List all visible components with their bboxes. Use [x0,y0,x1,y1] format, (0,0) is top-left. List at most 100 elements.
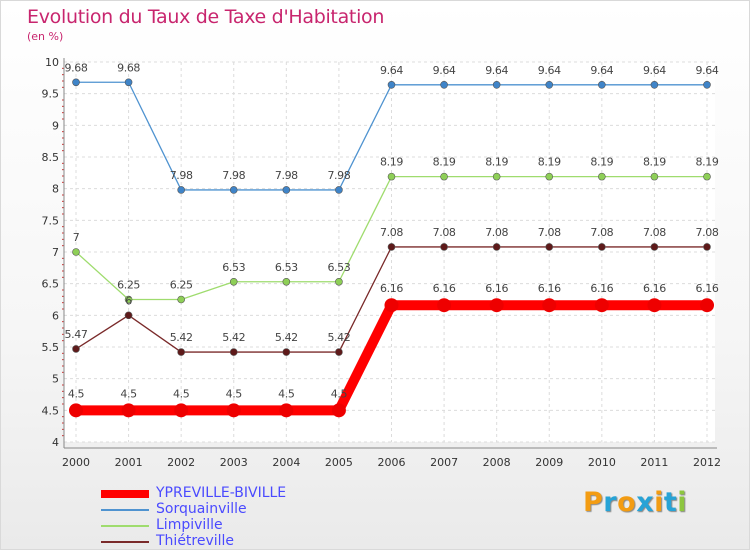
x-tick-label: 2009 [535,456,563,469]
series-thi-treville: 5.47 6 5.42 5.42 5.42 5.42 7.08 7.08 7.08 7.08 7.0… [65,226,719,356]
legend-swatch [101,541,149,543]
data-label: 4.5 [173,387,190,400]
data-point [282,277,291,286]
data-point [387,172,396,181]
x-tick-label: 2010 [588,456,616,469]
data-label: 7.98 [222,169,245,182]
data-point [492,172,501,181]
data-point [650,172,659,181]
data-label: 6.16 [433,282,456,295]
legend-label: Thiétreville [156,533,235,549]
data-point [282,186,291,194]
data-label: 7.08 [380,226,403,239]
data-point [647,298,662,313]
data-label: 6 [125,294,132,307]
data-point [492,243,501,251]
data-label: 9.64 [643,64,666,77]
data-label: 7.98 [327,169,350,182]
data-point [124,295,133,304]
data-label: 9.64 [485,64,508,77]
proxiti-logo: Proxiti [583,487,687,518]
data-point [700,298,714,313]
data-label: 4.5 [68,387,85,400]
chart-subtitle: (en %) [27,30,64,43]
data-label: 7.08 [643,226,666,239]
data-point [387,81,396,89]
data-label: 8.19 [696,156,719,169]
data-label: 4.5 [120,387,137,400]
data-label: 6.16 [485,282,508,295]
data-point [703,172,711,181]
data-point [282,348,291,356]
data-label: 5.42 [222,331,245,344]
data-label: 6.53 [275,261,298,274]
legend-item: Thiétreville [101,533,301,550]
data-point [279,403,294,418]
data-point [542,298,557,313]
x-tick-label: 2004 [272,456,300,469]
y-tick-label: 4.5 [42,404,60,417]
logo-letter: P [583,487,604,518]
logo-letter: t [663,487,678,518]
logo-letter: o [617,487,637,518]
data-label: 7.08 [696,226,719,239]
y-tick-label: 8.5 [42,151,60,164]
series-ypreville-biville: 4.5 4.5 4.5 4.5 4.5 4.5 6.16 6.16 6.16 6.16 6.16 6.… [68,282,719,418]
data-label: 9.64 [380,64,403,77]
data-point [69,403,83,418]
legend-label: Limpiville [156,517,223,533]
data-point [177,295,185,304]
data-label: 6.16 [643,282,666,295]
data-label: 4.5 [226,387,243,400]
y-tick-label: 6.5 [42,278,60,291]
legend-item: Sorquainville [101,501,301,518]
data-label: 9.64 [538,64,561,77]
legend-swatch [101,490,149,498]
x-tick-label: 2001 [115,456,143,469]
data-label: 8.19 [433,156,456,169]
data-label: 8.19 [643,156,666,169]
x-tick-label: 2003 [220,456,248,469]
y-tick-label: 8 [52,183,59,196]
data-point [440,243,448,251]
y-tick-label: 6 [52,309,59,322]
data-label: 7.98 [170,169,193,182]
data-label: 8.19 [380,156,403,169]
x-tick-label: 2007 [430,456,458,469]
data-label: 4.5 [331,387,348,400]
data-point [650,81,659,89]
data-label: 8.19 [590,156,613,169]
data-label: 7 [73,231,80,244]
data-label: 6.53 [222,261,245,274]
x-tick-label: 2005 [325,456,353,469]
data-point [331,403,346,418]
data-label: 5.42 [327,331,350,344]
data-point [545,243,554,251]
data-label: 7.08 [485,226,508,239]
legend-swatch [101,525,149,527]
data-point [124,311,133,320]
y-tick-label: 5.5 [42,341,60,354]
y-tick-label: 7.5 [42,214,60,227]
data-point [174,403,189,418]
y-tick-label: 9.5 [42,88,60,101]
x-tick-label: 2011 [640,456,668,469]
data-label: 6.16 [380,282,403,295]
data-point [598,81,606,89]
data-label: 7.08 [538,226,561,239]
data-point [229,348,238,356]
data-label: 6.16 [590,282,613,295]
chart-title: Evolution du Taux de Taxe d'Habitation [27,6,385,28]
data-label: 9.64 [696,64,719,77]
legend-item: YPREVILLE-BIVILLE [101,485,301,502]
data-point [384,298,399,313]
data-label: 9.68 [117,61,140,74]
data-label: 7.98 [275,169,298,182]
legend-label: YPREVILLE-BIVILLE [156,485,287,501]
y-tick-label: 5 [52,373,59,386]
data-point [440,172,448,181]
data-label: 6.16 [538,282,561,295]
data-label: 9.68 [65,61,88,74]
